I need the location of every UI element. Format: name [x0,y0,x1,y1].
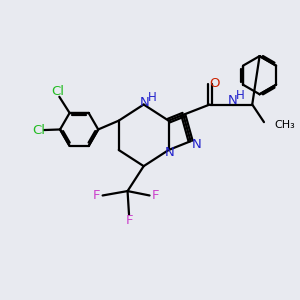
Text: O: O [210,77,220,90]
Text: F: F [92,189,100,202]
Text: Cl: Cl [51,85,64,98]
Text: H: H [236,89,244,102]
Text: H: H [148,91,156,104]
Text: N: N [192,138,202,151]
Text: F: F [125,214,133,227]
Text: N: N [164,146,174,159]
Text: Cl: Cl [32,124,45,137]
Text: F: F [152,189,159,202]
Text: N: N [228,94,238,106]
Text: N: N [140,96,149,109]
Text: CH₃: CH₃ [274,120,295,130]
